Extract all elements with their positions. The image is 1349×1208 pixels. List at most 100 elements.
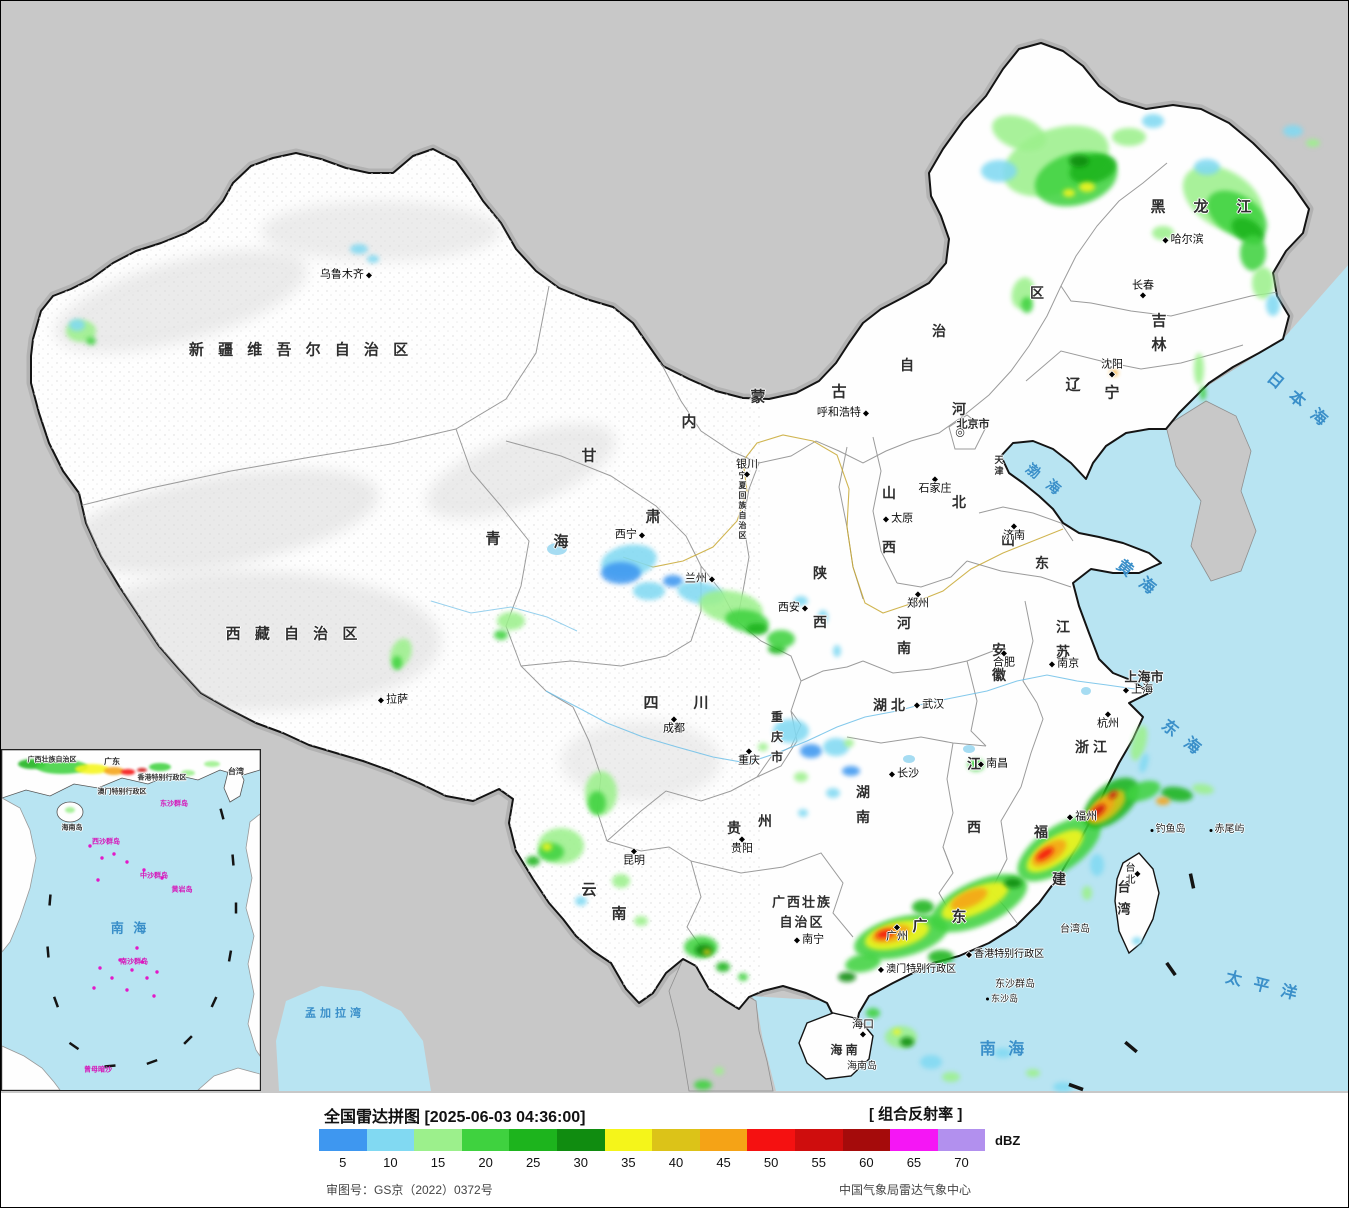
radar-echo-20dbz bbox=[845, 953, 881, 973]
radar-echo-20dbz bbox=[968, 759, 984, 771]
radar-echo-25dbz bbox=[746, 623, 768, 635]
inset-island-dot bbox=[125, 860, 129, 864]
radar-echo-5dbz bbox=[663, 575, 683, 587]
scale-value-35: 35 bbox=[621, 1155, 636, 1170]
boundary-dash bbox=[231, 854, 235, 866]
radar-echo-50dbz bbox=[876, 929, 894, 939]
scale-color-5 bbox=[319, 1129, 367, 1151]
scale-color-50 bbox=[747, 1129, 795, 1151]
radar-echo-15dbz bbox=[1130, 725, 1148, 761]
radar-echo-15dbz bbox=[942, 1072, 960, 1082]
radar-echo-5dbz bbox=[800, 744, 822, 758]
data-credit: 中国气象局雷达气象中心 bbox=[839, 1183, 972, 1197]
radar-echo-30dbz bbox=[900, 1037, 914, 1047]
boundary-dash bbox=[52, 996, 60, 1008]
radar-echo-35dbz bbox=[1063, 189, 1075, 197]
boundary-dash bbox=[234, 902, 238, 914]
inset-island-dot bbox=[160, 876, 164, 880]
inset-sea bbox=[2, 750, 260, 1090]
boundary-dash bbox=[1124, 1040, 1138, 1054]
radar-echo-15dbz bbox=[1026, 1069, 1040, 1077]
radar-echo-10dbz bbox=[826, 788, 840, 798]
boundary-dash bbox=[183, 1035, 193, 1045]
inset-taiwan bbox=[223, 767, 245, 803]
radar-echo-20dbz bbox=[494, 630, 508, 640]
scale-value-60: 60 bbox=[859, 1155, 874, 1170]
boundary-dash bbox=[146, 1058, 158, 1066]
radar-echo-20dbz bbox=[1021, 297, 1033, 313]
radar-echo-45dbz bbox=[950, 888, 988, 910]
radar-echo-25dbz bbox=[716, 962, 730, 972]
scale-value-30: 30 bbox=[573, 1155, 588, 1170]
boundary-dash bbox=[68, 1041, 80, 1051]
radar-echo-25dbz bbox=[1161, 786, 1193, 802]
inset-island-dot bbox=[88, 844, 92, 848]
scale-value-5: 5 bbox=[339, 1155, 347, 1170]
radar-echo-15dbz bbox=[844, 739, 854, 747]
radar-echo-50dbz bbox=[121, 769, 135, 775]
boundary-dash bbox=[219, 808, 225, 820]
radar-echo-15dbz bbox=[1082, 886, 1092, 900]
scale-value-25: 25 bbox=[525, 1155, 541, 1170]
radar-echo-10dbz bbox=[1266, 294, 1280, 316]
legend-unit: dBZ bbox=[995, 1133, 1021, 1148]
boundary-dash bbox=[46, 946, 50, 958]
inset-island-dot bbox=[155, 970, 159, 974]
inset-island-dot bbox=[145, 976, 149, 980]
scale-color-60 bbox=[842, 1129, 891, 1151]
korea-peninsula bbox=[1165, 400, 1257, 582]
legend-panel: 全国雷达拼图 [2025-06-03 04:36:00] [ 组合反射率 ] 5… bbox=[1, 1093, 1348, 1207]
radar-echo-15dbz bbox=[181, 770, 195, 776]
scale-color-10 bbox=[366, 1129, 415, 1151]
radar-echo-15dbz bbox=[612, 874, 630, 888]
boundary-dash bbox=[1188, 873, 1196, 889]
radar-echo-20dbz bbox=[36, 760, 88, 774]
qinghai-lake bbox=[547, 543, 567, 555]
radar-echo-15dbz bbox=[758, 743, 768, 751]
radar-echo-35dbz bbox=[542, 843, 552, 851]
inset-dash-layer bbox=[46, 808, 238, 1068]
radar-echo-20dbz bbox=[86, 337, 96, 345]
radar-echo-25dbz bbox=[526, 856, 540, 866]
boundary-dash bbox=[48, 894, 52, 906]
inset-island-dot bbox=[135, 946, 139, 950]
boundary-dash bbox=[1068, 1082, 1084, 1092]
scale-value-15: 15 bbox=[430, 1155, 446, 1170]
inset-island-dot bbox=[118, 958, 122, 962]
radar-echo-55dbz bbox=[1090, 804, 1106, 818]
dash-line-layer bbox=[1068, 873, 1196, 1092]
radar-echo-15dbz bbox=[634, 916, 648, 926]
sea-bengal-bay bbox=[276, 986, 431, 1091]
radar-echo-15dbz bbox=[1112, 128, 1146, 146]
radar-echo-30dbz bbox=[695, 944, 713, 956]
radar-echo-15dbz bbox=[794, 772, 808, 782]
radar-echo-30dbz bbox=[1069, 155, 1089, 167]
inset-island-dot bbox=[98, 966, 102, 970]
scale-value-55: 55 bbox=[811, 1155, 826, 1170]
radar-echo-10dbz bbox=[575, 896, 587, 906]
radar-echo-20dbz bbox=[738, 973, 748, 981]
inset-vietnam-coast bbox=[2, 797, 37, 953]
radar-echo-10dbz bbox=[981, 160, 1017, 182]
scale-value-65: 65 bbox=[906, 1155, 922, 1170]
inset-island-dot bbox=[96, 878, 100, 882]
radar-echo-20dbz bbox=[1125, 780, 1161, 802]
radar-echo-15dbz bbox=[992, 115, 1046, 151]
inset-island-dot bbox=[92, 986, 96, 990]
radar-echo-35dbz bbox=[75, 764, 109, 774]
scale-value-50: 50 bbox=[763, 1155, 779, 1170]
scale-color-70 bbox=[937, 1129, 986, 1151]
radar-echo-10dbz bbox=[1139, 753, 1149, 773]
radar-echo-30dbz bbox=[1004, 878, 1022, 888]
radar-echo-30dbz bbox=[838, 972, 856, 982]
radar-echo-10dbz bbox=[350, 244, 368, 254]
inset-island-dot bbox=[142, 868, 146, 872]
radar-echo-10dbz bbox=[818, 610, 828, 624]
province-boundaries bbox=[78, 162, 1286, 948]
scale-value-70: 70 bbox=[954, 1155, 969, 1170]
yellow-river bbox=[622, 434, 1064, 614]
inset-island-dot bbox=[152, 994, 156, 998]
radar-echo-10dbz bbox=[367, 255, 379, 263]
radar-echo-15dbz bbox=[1194, 353, 1204, 385]
